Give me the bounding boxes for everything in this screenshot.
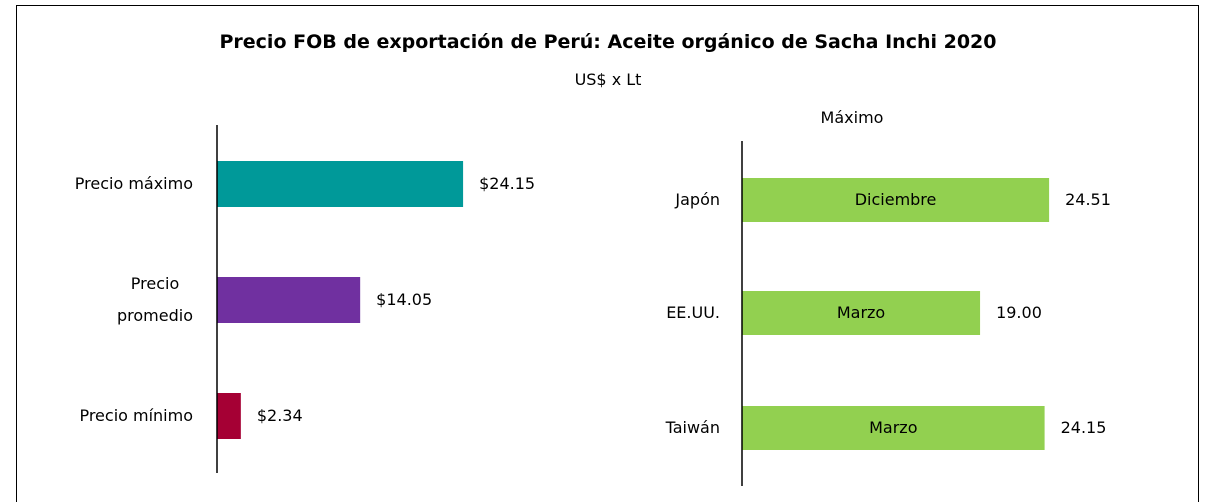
bar-label: Marzo <box>869 418 918 437</box>
category-label: Precio promedio <box>0 268 193 332</box>
bar <box>217 393 241 439</box>
bar <box>742 291 981 335</box>
bar <box>217 277 361 323</box>
category-text: Taiwán <box>665 418 720 437</box>
category-label: Taiwán <box>0 412 720 444</box>
category-text: Japón <box>675 190 720 209</box>
value-label: $24.15 <box>479 174 536 193</box>
category-label: Precio mínimo <box>0 400 193 432</box>
category-label: Precio máximo <box>0 168 193 200</box>
value-label: 24.51 <box>1065 190 1111 209</box>
chart-subtitle: Máximo <box>820 108 884 127</box>
bar <box>742 406 1045 450</box>
subtitle: US$ x Lt <box>574 70 642 89</box>
category-text: EE.UU. <box>666 303 720 322</box>
bar-label: Diciembre <box>854 190 937 209</box>
title: Precio FOB de exportación de Perú: Aceit… <box>219 31 997 53</box>
bar <box>742 178 1050 222</box>
category-text: Precio máximo <box>74 174 193 193</box>
value-label: $2.34 <box>256 406 303 425</box>
category-label: EE.UU. <box>0 297 720 329</box>
bar-label: Marzo <box>836 303 886 322</box>
value-label: 19.00 <box>996 303 1042 322</box>
category-text: Precio promedio <box>117 274 193 325</box>
bar <box>217 161 464 207</box>
category-label: Japón <box>0 184 720 216</box>
value-label: 24.15 <box>1060 418 1107 437</box>
value-label: $14.05 <box>376 290 433 309</box>
category-text: Precio mínimo <box>79 406 193 425</box>
frame <box>16 5 1199 502</box>
